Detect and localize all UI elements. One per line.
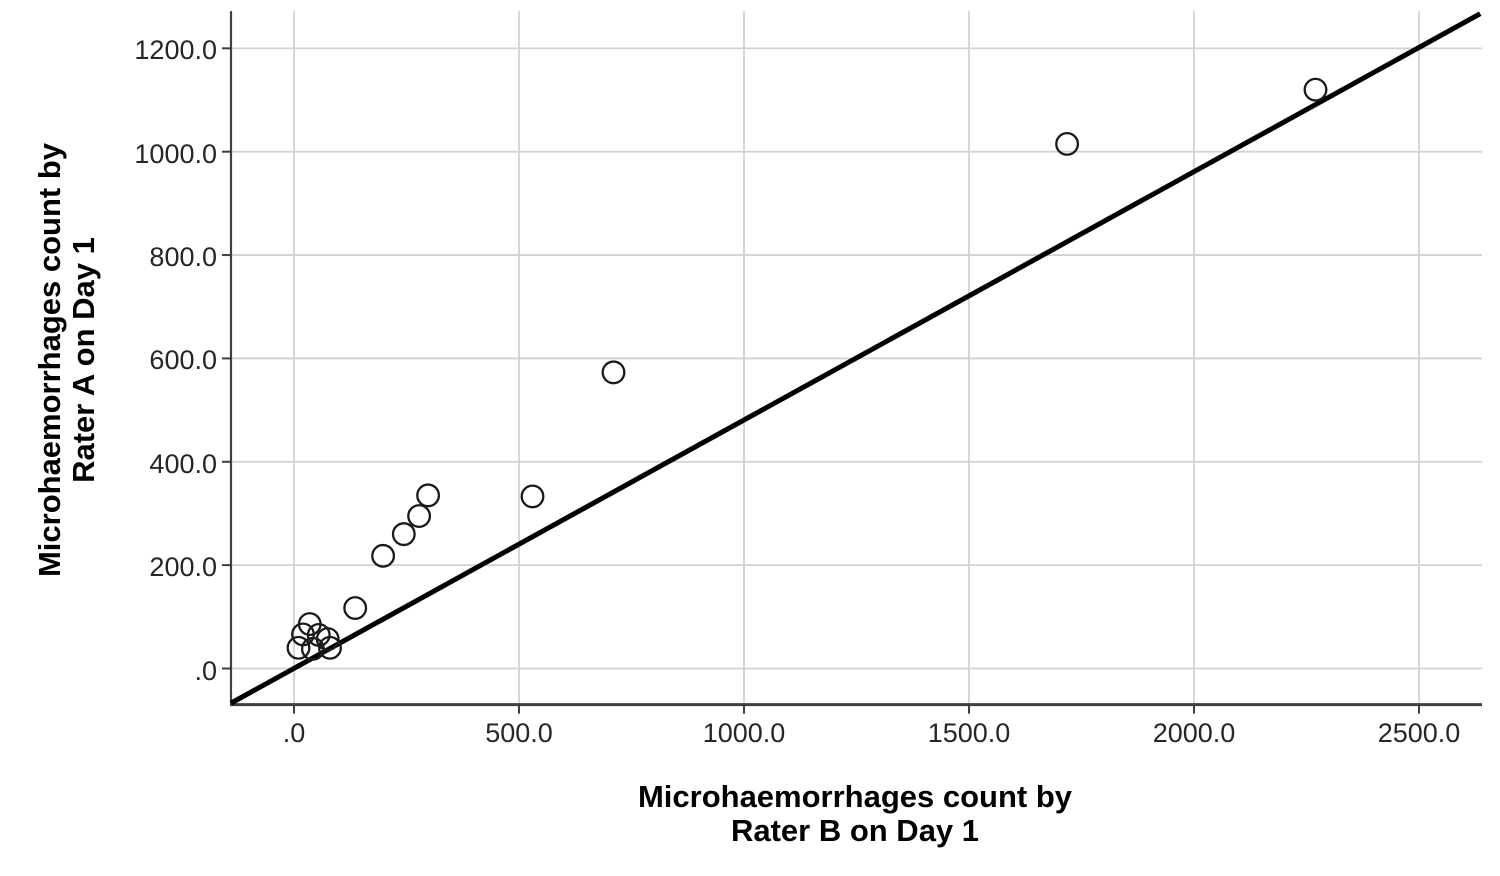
data-point <box>1303 77 1328 102</box>
y-tick-label: 400.0 <box>149 448 217 479</box>
data-point <box>315 627 340 651</box>
y-axis-title-line1: Microhaemorrhages count by <box>32 142 67 578</box>
y-axis-title-line2: Rater A on Day 1 <box>66 237 101 483</box>
x-axis-title-line1: Microhaemorrhages count by <box>637 779 1073 814</box>
data-point <box>343 596 368 620</box>
y-tick-label: 1000.0 <box>134 138 217 169</box>
tick-marks <box>222 47 1420 714</box>
data-point <box>601 360 626 385</box>
x-tick-label: .0 <box>282 717 306 748</box>
y-tick-label: 800.0 <box>149 242 217 273</box>
data-point <box>391 522 416 547</box>
y-tick-label: 1200.0 <box>134 35 217 66</box>
y-axis-title: Microhaemorrhages count by Rater A on Da… <box>32 40 101 680</box>
data-point <box>286 635 311 660</box>
data-point <box>407 504 432 528</box>
data-point <box>1055 131 1080 156</box>
data-point <box>416 483 441 508</box>
data-points <box>286 77 1328 661</box>
x-axis-title-line2: Rater B on Day 1 <box>730 813 980 848</box>
x-tick-label: 1000.0 <box>702 717 786 748</box>
x-tick-label: 500.0 <box>485 717 553 748</box>
y-tick-label: .0 <box>194 655 217 686</box>
fit-line <box>229 11 1482 706</box>
y-tick-label: 600.0 <box>149 345 217 376</box>
x-axis-title: Microhaemorrhages count by Rater B on Da… <box>405 780 1305 848</box>
x-tick-label: 1500.0 <box>927 717 1011 748</box>
x-tick-label: 2500.0 <box>1377 717 1461 748</box>
data-point <box>371 543 396 568</box>
x-tick-label: 2000.0 <box>1152 717 1236 748</box>
data-point <box>318 635 342 660</box>
data-point <box>520 484 545 509</box>
y-tick-label: 200.0 <box>149 552 217 583</box>
gridlines <box>231 11 1482 705</box>
